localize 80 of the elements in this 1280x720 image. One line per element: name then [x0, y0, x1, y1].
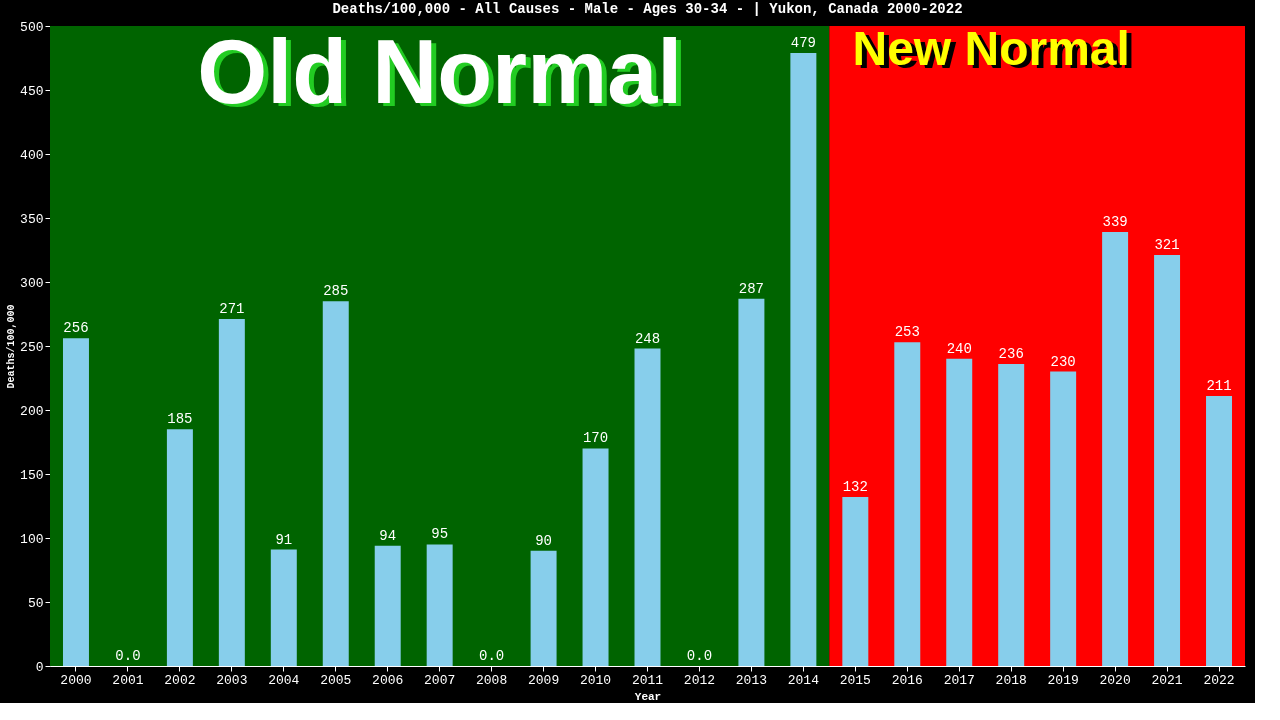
x-tick-label: 2015 — [839, 672, 871, 688]
y-tick-label: 450 — [20, 83, 44, 99]
x-tick-label: 2022 — [1203, 672, 1235, 688]
text: 271 — [219, 301, 245, 318]
x-tick-label: 2021 — [1151, 672, 1183, 688]
x-tick-label: 2002 — [164, 672, 196, 688]
x-tick-label: 2016 — [891, 672, 923, 688]
x-tick-label: 2019 — [1047, 672, 1079, 688]
bar — [1050, 371, 1077, 666]
y-tick-label: 0 — [35, 659, 44, 675]
y-tick-label: 350 — [20, 211, 44, 227]
text: 339 — [1102, 214, 1128, 231]
x-tick-label: 2006 — [372, 672, 404, 688]
x-tick-label: 2020 — [1099, 672, 1131, 688]
bar — [582, 448, 609, 666]
text: 287 — [738, 280, 765, 297]
x-tick-label: 2001 — [112, 672, 144, 688]
text: 285 — [323, 283, 349, 300]
bar — [270, 549, 297, 666]
x-tick-label: 2003 — [216, 672, 248, 688]
y-tick-label: 100 — [20, 531, 44, 547]
text: 479 — [790, 34, 816, 51]
text: 94 — [379, 527, 397, 544]
y-tick-label: 200 — [20, 403, 44, 419]
bar — [374, 545, 401, 666]
x-tick-label: 2017 — [943, 672, 975, 688]
x-tick-label: 2014 — [787, 672, 820, 688]
x-tick-label: 2007 — [424, 672, 456, 688]
text: 90 — [535, 532, 552, 549]
text: 236 — [998, 345, 1024, 362]
x-tick-label: 2011 — [631, 672, 664, 688]
bar — [946, 358, 973, 666]
bar — [530, 550, 557, 666]
bar — [62, 338, 89, 666]
y-tick-label: 500 — [20, 19, 44, 35]
bar — [894, 342, 921, 666]
text: 0.0 — [686, 648, 713, 664]
text: 91 — [275, 531, 293, 548]
bar — [218, 319, 245, 666]
text: 0.0 — [115, 648, 141, 664]
x-tick-label: 2009 — [527, 672, 560, 688]
text: 95 — [431, 526, 449, 543]
text: 230 — [1050, 353, 1076, 370]
y-tick-label: 150 — [20, 467, 44, 483]
y-tick-label: 400 — [20, 147, 44, 163]
x-tick-label: 2012 — [683, 672, 716, 688]
x-tick-label: 2004 — [268, 672, 300, 688]
x-tick-label: 2005 — [320, 672, 352, 688]
bar — [842, 497, 869, 666]
text: 170 — [582, 430, 609, 447]
bar — [166, 429, 193, 666]
text: 321 — [1154, 237, 1180, 254]
text: 240 — [946, 340, 972, 357]
bar — [322, 301, 349, 666]
bar — [634, 348, 661, 666]
text: 185 — [167, 411, 193, 428]
bar — [426, 544, 453, 666]
y-axis-title: Deaths/100,000 — [6, 304, 18, 389]
bar — [1102, 232, 1129, 666]
text: 132 — [842, 479, 868, 496]
x-tick-label: 2000 — [60, 672, 92, 688]
x-tick-label: 2008 — [476, 672, 508, 688]
y-tick-label: 300 — [20, 275, 44, 291]
text: 253 — [894, 324, 920, 341]
bar — [738, 298, 765, 666]
bar — [1206, 395, 1233, 666]
text: 0.0 — [479, 648, 505, 664]
bar — [790, 52, 817, 666]
x-tick-label: 2013 — [735, 672, 768, 688]
bar — [998, 363, 1025, 666]
x-axis-title: Year — [634, 690, 662, 703]
text: 256 — [63, 320, 89, 337]
chart-title: Deaths/100,000 - All Causes - Male - Ages 30-34 - | Yukon, Canada 2000-2022 — [332, 1, 963, 17]
text: 248 — [634, 330, 661, 347]
x-tick-label: 2018 — [995, 672, 1027, 688]
y-tick-label: 50 — [27, 595, 44, 611]
y-tick-label: 250 — [20, 339, 44, 355]
bar — [1154, 255, 1181, 666]
x-tick-label: 2010 — [579, 672, 612, 688]
text: 211 — [1206, 377, 1232, 394]
